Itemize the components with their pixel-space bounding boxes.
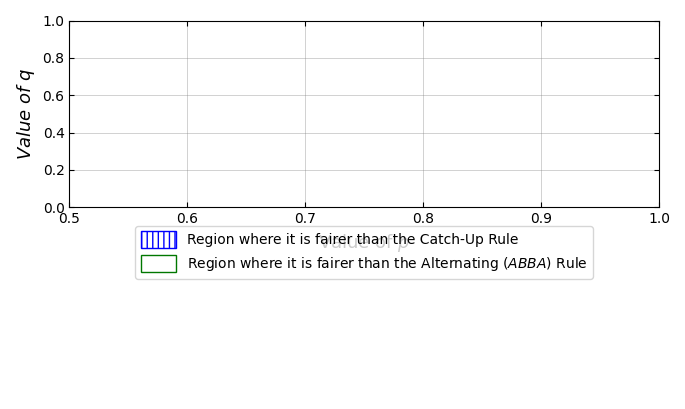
Legend: Region where it is fairer than the Catch-Up Rule, Region where it is fairer than: Region where it is fairer than the Catch… bbox=[136, 226, 593, 279]
Y-axis label: Value of $q$: Value of $q$ bbox=[15, 68, 37, 160]
X-axis label: Value of $p$: Value of $p$ bbox=[318, 232, 410, 254]
